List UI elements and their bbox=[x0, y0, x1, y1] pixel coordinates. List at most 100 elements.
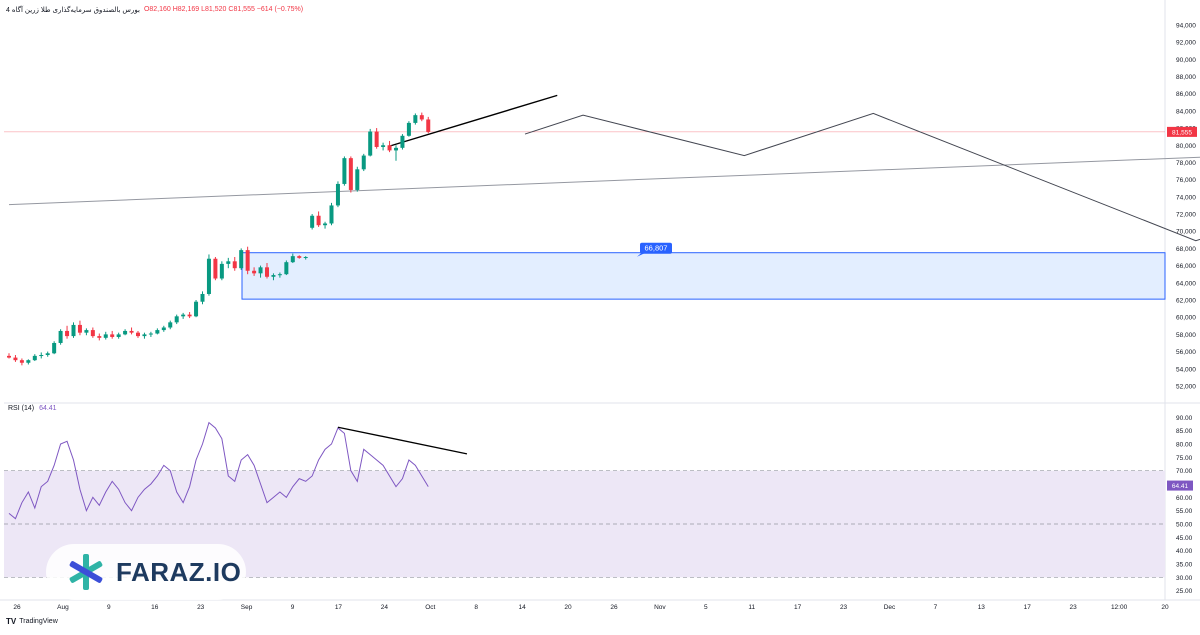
candle-body bbox=[123, 330, 128, 335]
candle-body bbox=[97, 336, 102, 338]
candle-body bbox=[284, 262, 289, 275]
time-tick-label: Nov bbox=[654, 604, 666, 611]
tradingview-logo-icon: TV bbox=[6, 617, 17, 626]
candle-body bbox=[200, 293, 205, 302]
candle-body bbox=[136, 332, 140, 337]
candle-body bbox=[45, 353, 50, 356]
rsi-tick-label: 30.00 bbox=[1176, 575, 1193, 582]
price-tick-label: 58,000 bbox=[1176, 332, 1196, 339]
candle-body bbox=[39, 355, 44, 357]
candle-body bbox=[277, 274, 282, 276]
time-tick-label: Dec bbox=[884, 604, 896, 611]
candle-body bbox=[65, 330, 70, 337]
tradingview-footer[interactable]: TV TradingView bbox=[6, 617, 58, 626]
time-tick-label: 11 bbox=[748, 604, 755, 611]
price-tick-label: 60,000 bbox=[1176, 315, 1196, 322]
candle-body bbox=[387, 145, 392, 151]
rsi-tick-label: 80.00 bbox=[1176, 442, 1193, 449]
rsi-label[interactable]: RSI (14) bbox=[8, 405, 35, 412]
rsi-tick-label: 55.00 bbox=[1176, 508, 1193, 515]
time-tick-label: 23 bbox=[197, 604, 205, 611]
time-tick-label: 9 bbox=[107, 604, 111, 611]
long-trendline[interactable] bbox=[8, 138, 1200, 206]
support-zone-rect[interactable] bbox=[241, 252, 1166, 300]
candle-body bbox=[342, 158, 347, 184]
candle-body bbox=[148, 333, 153, 335]
candle-body bbox=[239, 250, 244, 269]
price-tick-label: 84,000 bbox=[1176, 108, 1196, 115]
rsi-tick-label: 85.00 bbox=[1176, 428, 1193, 435]
candle-body bbox=[329, 205, 334, 224]
candle-body bbox=[245, 250, 250, 271]
projection-path[interactable] bbox=[524, 112, 1200, 242]
time-tick-label: 26 bbox=[610, 604, 618, 611]
time-tick-label: 20 bbox=[564, 604, 572, 611]
price-tick-label: 62,000 bbox=[1176, 297, 1196, 304]
rsi-value: 64.41 bbox=[39, 405, 57, 412]
candle-body bbox=[19, 360, 24, 363]
rsi-tick-label: 35.00 bbox=[1176, 562, 1193, 569]
time-tick-label: 17 bbox=[1024, 604, 1032, 611]
candle-body bbox=[252, 270, 257, 274]
candle-body bbox=[174, 316, 179, 323]
rsi-value-tag bbox=[1167, 480, 1193, 491]
time-tick-label: 14 bbox=[519, 604, 527, 611]
time-tick-label: 23 bbox=[840, 604, 848, 611]
candle-body bbox=[71, 324, 76, 337]
time-tick-label: 8 bbox=[474, 604, 478, 611]
price-tick-label: 90,000 bbox=[1176, 57, 1196, 64]
time-tick-label: Aug bbox=[57, 604, 69, 611]
rsi-tick-label: 50.00 bbox=[1176, 522, 1193, 529]
candle-body bbox=[84, 330, 89, 333]
candle-body bbox=[413, 115, 418, 123]
candle-body bbox=[232, 261, 237, 269]
price-tick-label: 86,000 bbox=[1176, 91, 1196, 98]
candle-body bbox=[142, 334, 147, 337]
symbol-title[interactable]: 4 بورس بالصندوق سرمایه‌گذاری طلا زرین آگ… bbox=[6, 7, 140, 14]
candle-body bbox=[206, 258, 211, 294]
candle-body bbox=[400, 135, 405, 148]
candle-body bbox=[187, 314, 192, 317]
candle-body bbox=[219, 263, 224, 279]
time-tick-label: 23 bbox=[1070, 604, 1078, 611]
candle-body bbox=[297, 256, 302, 258]
price-tick-label: 56,000 bbox=[1176, 349, 1196, 356]
candle-body bbox=[103, 334, 108, 338]
candle-body bbox=[265, 267, 269, 277]
price-top-line[interactable] bbox=[389, 94, 558, 147]
zone-label-box[interactable] bbox=[640, 242, 672, 254]
time-tick-label: Sep bbox=[241, 604, 253, 611]
candle-body bbox=[7, 355, 11, 358]
price-tick-label: 72,000 bbox=[1176, 212, 1196, 219]
faraz-logo-icon bbox=[69, 554, 103, 590]
rsi-divergence-line[interactable] bbox=[337, 426, 468, 455]
candle-body bbox=[168, 322, 173, 328]
price-tick-label: 64,000 bbox=[1176, 280, 1196, 287]
candle-body bbox=[26, 360, 31, 363]
chart-header: 4 بورس بالصندوق سرمایه‌گذاری طلا زرین آگ… bbox=[6, 6, 303, 14]
time-tick-label: 17 bbox=[794, 604, 802, 611]
candle-body bbox=[52, 342, 57, 354]
candle-body bbox=[90, 330, 95, 337]
candle-body bbox=[368, 131, 373, 156]
rsi-tick-label: 25.00 bbox=[1176, 588, 1193, 595]
last-price-tag bbox=[1167, 126, 1197, 137]
candle-body bbox=[374, 131, 379, 147]
time-tick-label: 20 bbox=[1161, 604, 1169, 611]
last-price-label: 81,555 bbox=[1172, 129, 1192, 136]
watermark-text: FARAZ.IO bbox=[116, 556, 242, 587]
candle-body bbox=[155, 330, 160, 334]
candle-body bbox=[77, 324, 82, 333]
rsi-tick-label: 70.00 bbox=[1176, 468, 1193, 475]
candle-body bbox=[381, 145, 386, 147]
candle-body bbox=[426, 119, 431, 132]
time-tick-label: 17 bbox=[335, 604, 343, 611]
candle-body bbox=[394, 147, 398, 151]
time-tick-label: Oct bbox=[425, 604, 435, 611]
price-tick-label: 68,000 bbox=[1176, 246, 1196, 253]
ohlc-readout: O82,160 H82,169 L81,520 C81,555 −614 (−0… bbox=[143, 6, 304, 13]
candle-body bbox=[213, 258, 218, 279]
price-tick-label: 80,000 bbox=[1176, 143, 1196, 150]
